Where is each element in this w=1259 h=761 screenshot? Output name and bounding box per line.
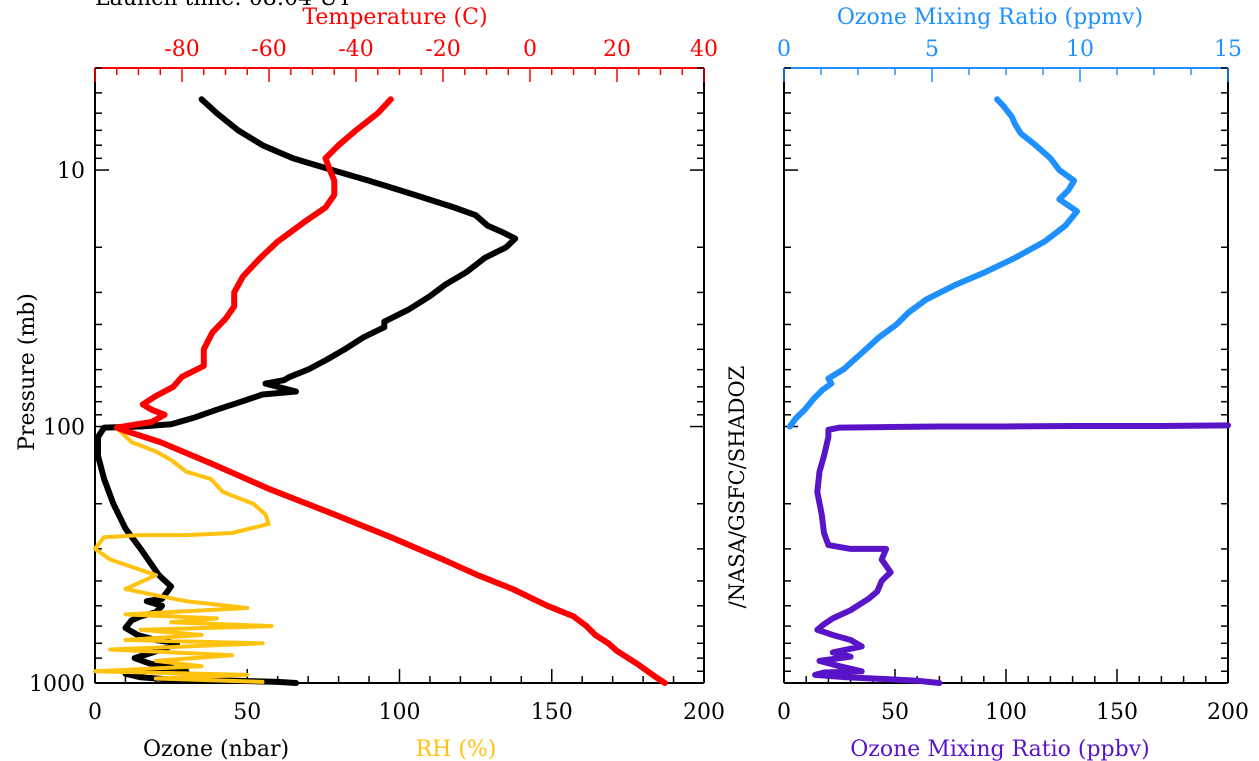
x-bottom-tick-label: 0 bbox=[88, 700, 102, 725]
x-bottom-tick-label: 200 bbox=[1207, 700, 1249, 725]
x-top-tick-label: 5 bbox=[925, 37, 939, 62]
x-bottom-axis-title: Ozone Mixing Ratio (ppbv) bbox=[850, 737, 1149, 761]
x-bottom-tick-label: 50 bbox=[233, 700, 261, 725]
x-top-tick-label: 0 bbox=[777, 37, 791, 62]
x-top-tick-label: -80 bbox=[164, 37, 199, 62]
rh-line bbox=[93, 425, 274, 684]
x-bottom-tick-label: 200 bbox=[683, 700, 725, 725]
x-top-tick-label: 40 bbox=[690, 37, 718, 62]
left-panel-ozone-temp-rh: 0 50 100 150 200 -80 -60 -40 -20 0 20 40 Temperature… bbox=[15, 5, 725, 761]
x-top-tick-label: 15 bbox=[1214, 37, 1242, 62]
x-top-tick-label: 0 bbox=[523, 37, 537, 62]
x-bottom-tick-label: 100 bbox=[985, 700, 1027, 725]
x-bottom-axis-title-rh: RH (%) bbox=[416, 737, 497, 761]
x-top-tick-label: 20 bbox=[603, 37, 631, 62]
x-bottom-tick-label: 150 bbox=[531, 700, 573, 725]
ozone-ppbv-line bbox=[812, 422, 1231, 686]
y-tick-label: 1000 bbox=[29, 672, 85, 697]
right-panel-mixing-ratio: 0 50 100 150 200 0 5 10 15 Ozone Mixing Ratio (pp… bbox=[777, 5, 1249, 761]
x-bottom-tick-label: 150 bbox=[1096, 700, 1138, 725]
x-bottom-tick-label: 0 bbox=[777, 700, 791, 725]
x-top-tick-label: 10 bbox=[1066, 37, 1094, 62]
ozone-ppmv-line bbox=[786, 96, 1080, 430]
temperature-line bbox=[113, 96, 668, 686]
x-top-axis-title: Ozone Mixing Ratio (ppmv) bbox=[837, 5, 1143, 30]
y-tick-label: 10 bbox=[57, 159, 85, 184]
x-top-axis-title: Temperature (C) bbox=[302, 5, 487, 30]
x-bottom-axis-title: Ozone (nbar) bbox=[143, 737, 289, 761]
launch-time-header: Launch time: 08:04 UT bbox=[95, 0, 353, 11]
x-top-tick-label: -20 bbox=[425, 37, 460, 62]
x-bottom-tick-label: 50 bbox=[881, 700, 909, 725]
nasa-gsfc-shadoz-credit: /NASA/GSFC/SHADOZ bbox=[725, 366, 749, 609]
x-top-tick-label: -40 bbox=[338, 37, 373, 62]
y-axis-title: Pressure (mb) bbox=[15, 293, 40, 451]
x-top-tick-label: -60 bbox=[251, 37, 286, 62]
x-bottom-tick-label: 100 bbox=[379, 700, 421, 725]
y-tick-label: 100 bbox=[43, 416, 85, 441]
